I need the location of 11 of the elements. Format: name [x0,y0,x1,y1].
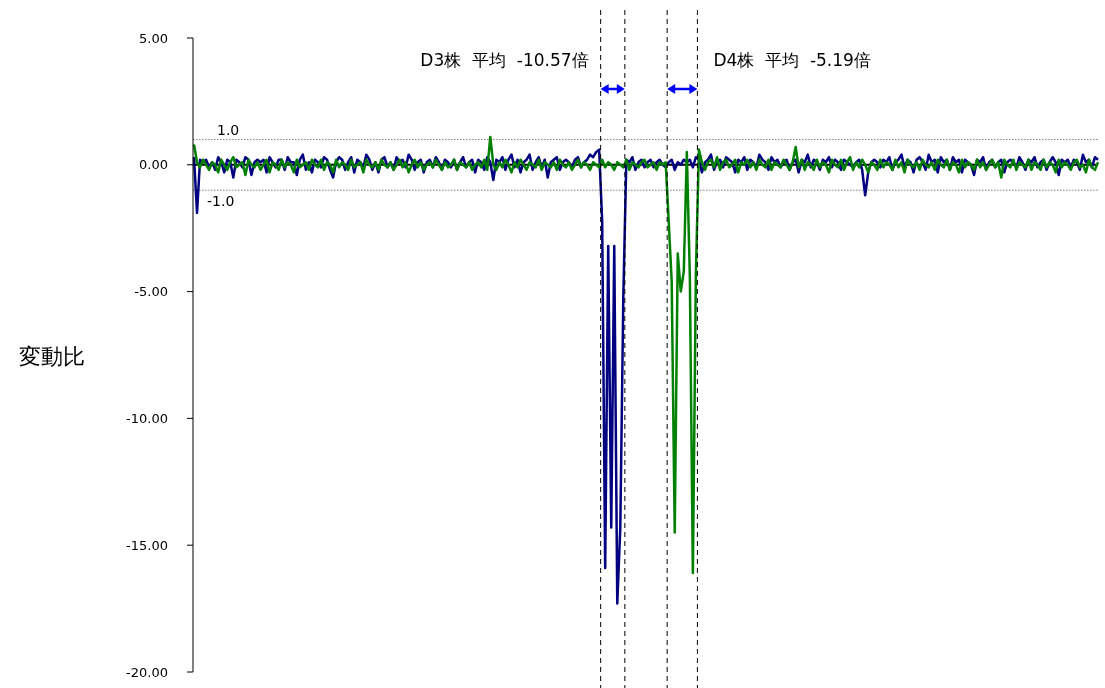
annotation: D4株 平均 -5.19倍 [713,50,871,70]
annotation: D3株 平均 -10.57倍 [420,50,589,70]
y-tick-label: -5.00 [134,284,168,300]
ref-line-label: -1.0 [207,193,235,210]
y-tick-label: -20.00 [126,664,168,680]
ref-line-label: 1.0 [217,122,240,139]
y-tick-label: 5.00 [139,30,168,46]
y-tick-label: -15.00 [126,537,168,553]
y-axis-title: 変動比 [19,343,85,369]
y-tick-label: -10.00 [126,410,168,426]
y-tick-label: 0.00 [139,157,168,173]
